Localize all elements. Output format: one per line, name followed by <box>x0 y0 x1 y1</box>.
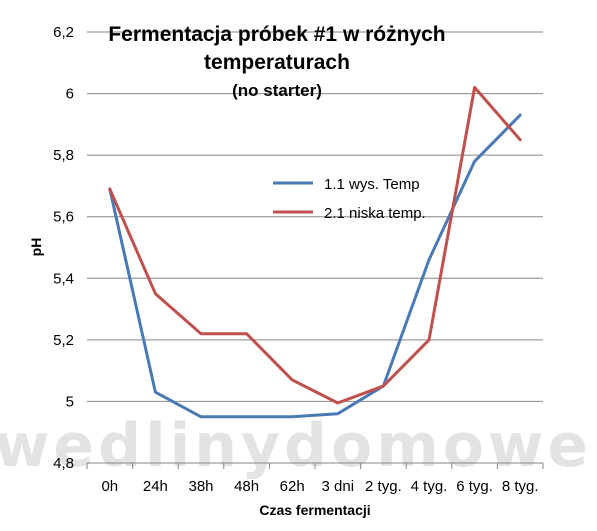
y-tick-label: 6,2 <box>53 24 74 41</box>
y-tick-label: 5,4 <box>53 270 74 287</box>
x-tick-label: 4 tyg. <box>411 478 448 495</box>
y-tick-labels: 4,8 5 5,2 5,4 5,6 5,8 6 6,2 <box>53 24 74 472</box>
chart-title-line-2: temperaturach <box>204 51 350 74</box>
x-tick-label: 24h <box>143 478 168 495</box>
y-tick-label: 5,6 <box>53 209 74 226</box>
y-tick-label: 4,8 <box>53 455 74 472</box>
x-tick-label: 0h <box>101 478 118 495</box>
y-axis-title: pH <box>28 238 44 257</box>
y-tick-label: 5,2 <box>53 332 74 349</box>
x-tick-label: 48h <box>234 478 259 495</box>
chart-subtitle: (no starter) <box>232 81 322 100</box>
series-lines <box>108 85 522 419</box>
y-tick-label: 5 <box>66 393 74 410</box>
y-tick-label: 5,8 <box>53 147 74 164</box>
watermark: wedlinydomowe.p <box>0 411 597 481</box>
x-tick-label: 2 tyg. <box>365 478 402 495</box>
gridlines <box>87 31 543 402</box>
x-tick-label: 3 dni <box>322 478 355 495</box>
y-tick-label: 6 <box>66 86 74 103</box>
x-tick-label: 8 tyg. <box>502 478 539 495</box>
legend-label-series-2: 2.1 niska temp. <box>324 205 426 222</box>
x-tick-label: 62h <box>280 478 305 495</box>
x-axis-title: Czas fermentacji <box>259 502 370 518</box>
x-tick-label: 6 tyg. <box>456 478 493 495</box>
legend-label-series-1: 1.1 wys. Temp <box>324 176 420 193</box>
chart-title-line-1: Fermentacja próbek #1 w różnych <box>108 23 445 46</box>
x-tick-label: 38h <box>188 478 213 495</box>
series-line-2 <box>108 85 522 405</box>
legend: 1.1 wys. Temp 2.1 niska temp. <box>273 176 426 222</box>
x-tick-labels: 0h 24h 38h 48h 62h 3 dni 2 tyg. 4 tyg. 6 tyg. 8 t… <box>86 463 544 495</box>
